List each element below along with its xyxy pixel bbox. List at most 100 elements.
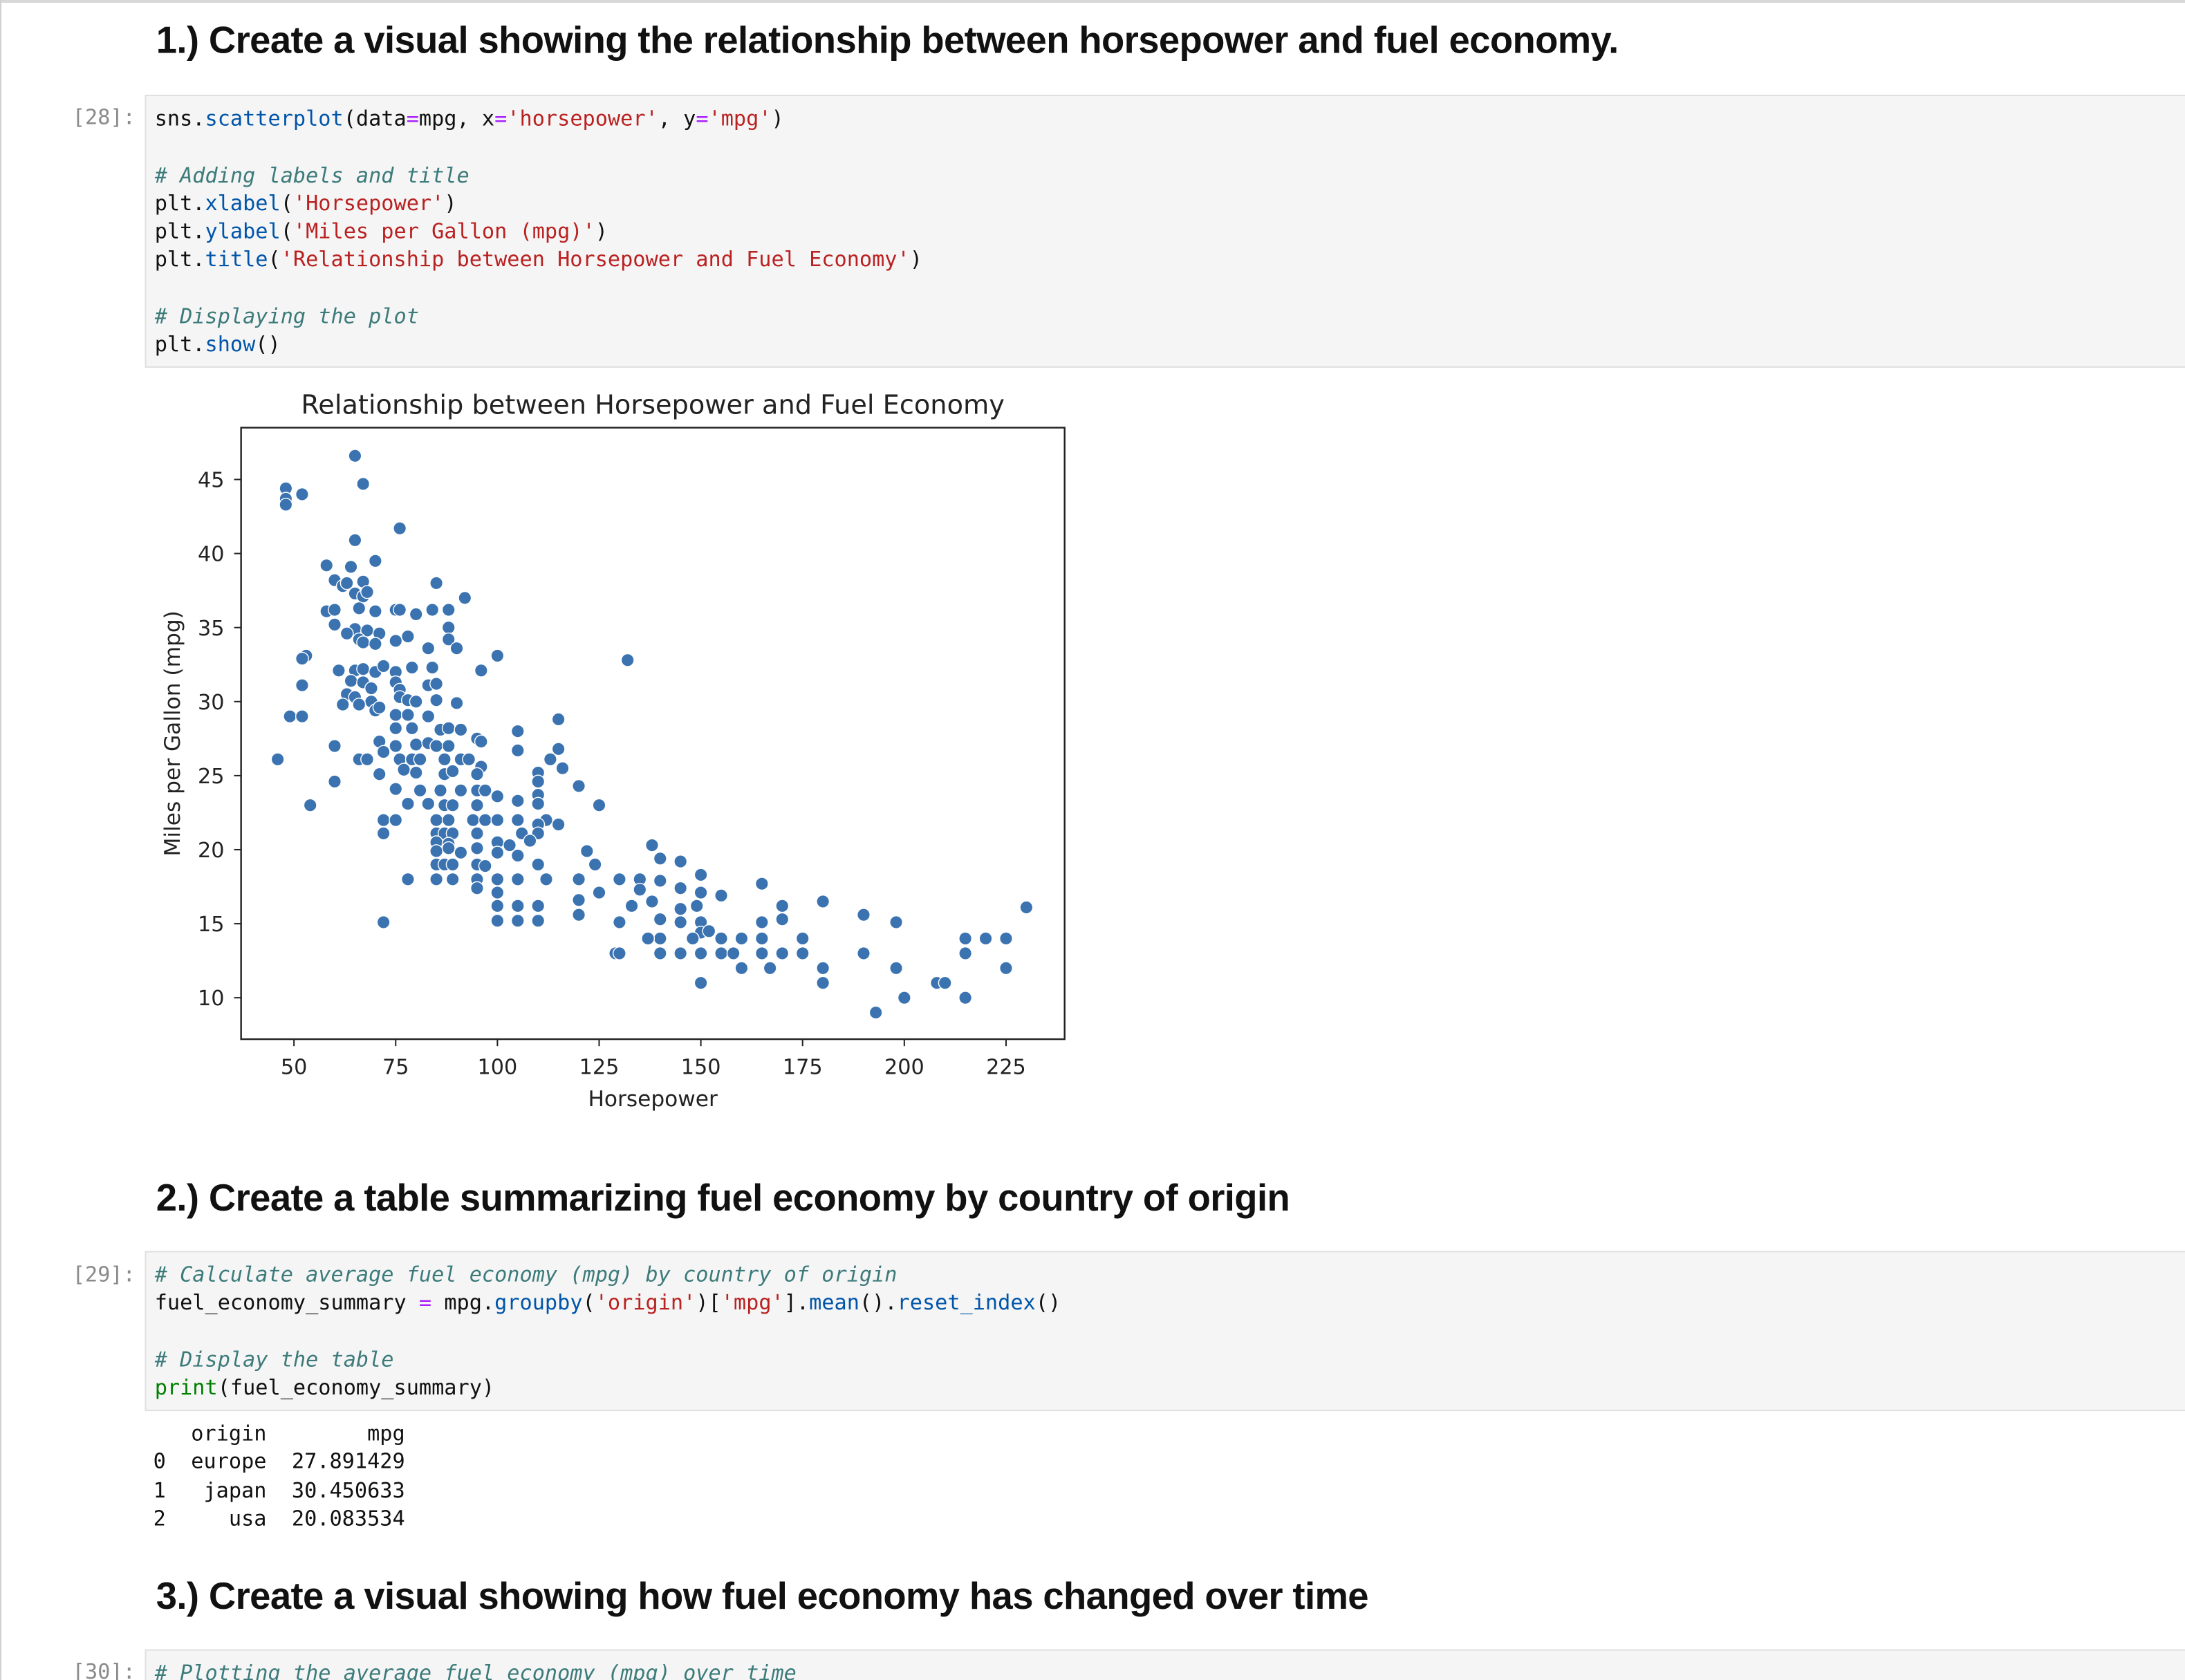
point bbox=[958, 931, 973, 946]
point bbox=[857, 946, 871, 960]
heading: 2.) Create a table summarizing fuel econ… bbox=[156, 1177, 1290, 1220]
point bbox=[978, 931, 993, 946]
point bbox=[572, 872, 586, 886]
point bbox=[462, 752, 476, 767]
point bbox=[368, 604, 382, 619]
code-token: # Plotting the average fuel economy (mpg… bbox=[154, 1660, 797, 1680]
point bbox=[645, 894, 659, 908]
point bbox=[551, 712, 566, 727]
point bbox=[490, 813, 505, 828]
point bbox=[868, 1005, 883, 1020]
point bbox=[775, 912, 790, 926]
code-token: 'Miles per Gallon (mpg)' bbox=[292, 218, 595, 244]
point bbox=[400, 629, 415, 644]
point bbox=[889, 915, 904, 929]
point bbox=[531, 899, 546, 913]
code-cell[interactable]: sns.scatterplot(data=mpg, x='horsepower'… bbox=[145, 95, 2185, 368]
point bbox=[466, 813, 481, 828]
point bbox=[998, 931, 1013, 946]
point bbox=[389, 813, 403, 828]
code-line: print(fuel_economy_summary) bbox=[154, 1375, 495, 1401]
point bbox=[405, 660, 419, 675]
code-line: sns.scatterplot(data=mpg, x='horsepower'… bbox=[154, 106, 784, 131]
point bbox=[775, 946, 790, 960]
point bbox=[572, 908, 586, 922]
point bbox=[478, 813, 492, 828]
code-group: # Calculate average fuel economy (mpg) b… bbox=[155, 1260, 2185, 1317]
point bbox=[694, 868, 708, 882]
point bbox=[551, 742, 566, 756]
point bbox=[763, 961, 777, 976]
point bbox=[694, 886, 708, 900]
point bbox=[478, 783, 492, 798]
x-tick-label: 75 bbox=[382, 1055, 409, 1079]
point bbox=[372, 700, 387, 715]
code-token: scatterplot bbox=[205, 106, 344, 131]
point bbox=[620, 653, 635, 667]
point bbox=[393, 603, 407, 617]
code-token: show bbox=[205, 332, 256, 357]
point bbox=[441, 620, 456, 635]
point bbox=[685, 931, 700, 946]
point bbox=[376, 915, 391, 929]
code-group: # Adding labels and title plt.xlabel('Hor… bbox=[155, 161, 2185, 274]
point bbox=[356, 635, 371, 650]
point bbox=[775, 899, 790, 913]
code-token: = bbox=[696, 106, 709, 131]
point bbox=[503, 838, 517, 852]
point bbox=[469, 798, 484, 812]
point bbox=[633, 882, 647, 897]
point bbox=[673, 881, 688, 895]
point bbox=[726, 946, 741, 960]
point bbox=[340, 576, 354, 590]
point bbox=[572, 893, 586, 907]
point bbox=[653, 873, 667, 888]
point bbox=[376, 659, 391, 673]
point bbox=[588, 857, 602, 872]
point bbox=[340, 626, 354, 641]
cell-prompt: [28]: bbox=[72, 104, 136, 130]
plot-frame bbox=[240, 427, 1066, 1040]
point bbox=[449, 641, 464, 655]
point bbox=[510, 872, 525, 886]
point bbox=[352, 601, 366, 615]
point bbox=[958, 991, 973, 1005]
code-cell[interactable]: # Plotting the average fuel economy (mpg… bbox=[145, 1649, 2185, 1680]
code-cell[interactable]: # Calculate average fuel economy (mpg) b… bbox=[145, 1251, 2185, 1412]
point bbox=[523, 834, 537, 848]
code-token: = bbox=[494, 106, 508, 131]
point bbox=[454, 722, 468, 737]
point bbox=[441, 603, 456, 617]
point bbox=[409, 737, 423, 752]
point bbox=[429, 872, 444, 886]
cell-prompt: [29]: bbox=[72, 1262, 136, 1287]
point bbox=[429, 693, 444, 707]
cell-prompt: [30]: bbox=[72, 1659, 136, 1680]
output-line: origin mpg bbox=[153, 1421, 405, 1446]
code-group: # Display the table print(fuel_economy_su… bbox=[155, 1345, 2185, 1402]
point bbox=[441, 841, 456, 855]
x-tick-label: 200 bbox=[884, 1055, 924, 1079]
point bbox=[592, 886, 606, 900]
code-line: plt.show() bbox=[154, 332, 281, 357]
point bbox=[319, 558, 334, 572]
point bbox=[295, 709, 309, 724]
point bbox=[510, 743, 525, 758]
code-token: reset_index bbox=[897, 1290, 1036, 1316]
point bbox=[328, 774, 342, 789]
x-tick-label: 225 bbox=[986, 1055, 1026, 1079]
point bbox=[624, 899, 639, 913]
point bbox=[754, 877, 769, 891]
y-tick-label: 45 bbox=[198, 469, 224, 493]
y-tick-label: 15 bbox=[198, 913, 224, 937]
point bbox=[938, 976, 952, 990]
point bbox=[372, 767, 387, 781]
point bbox=[572, 778, 586, 793]
point bbox=[445, 798, 460, 812]
point bbox=[673, 915, 688, 929]
point bbox=[352, 698, 366, 712]
point bbox=[816, 976, 830, 990]
point bbox=[673, 902, 688, 916]
point bbox=[356, 476, 371, 491]
